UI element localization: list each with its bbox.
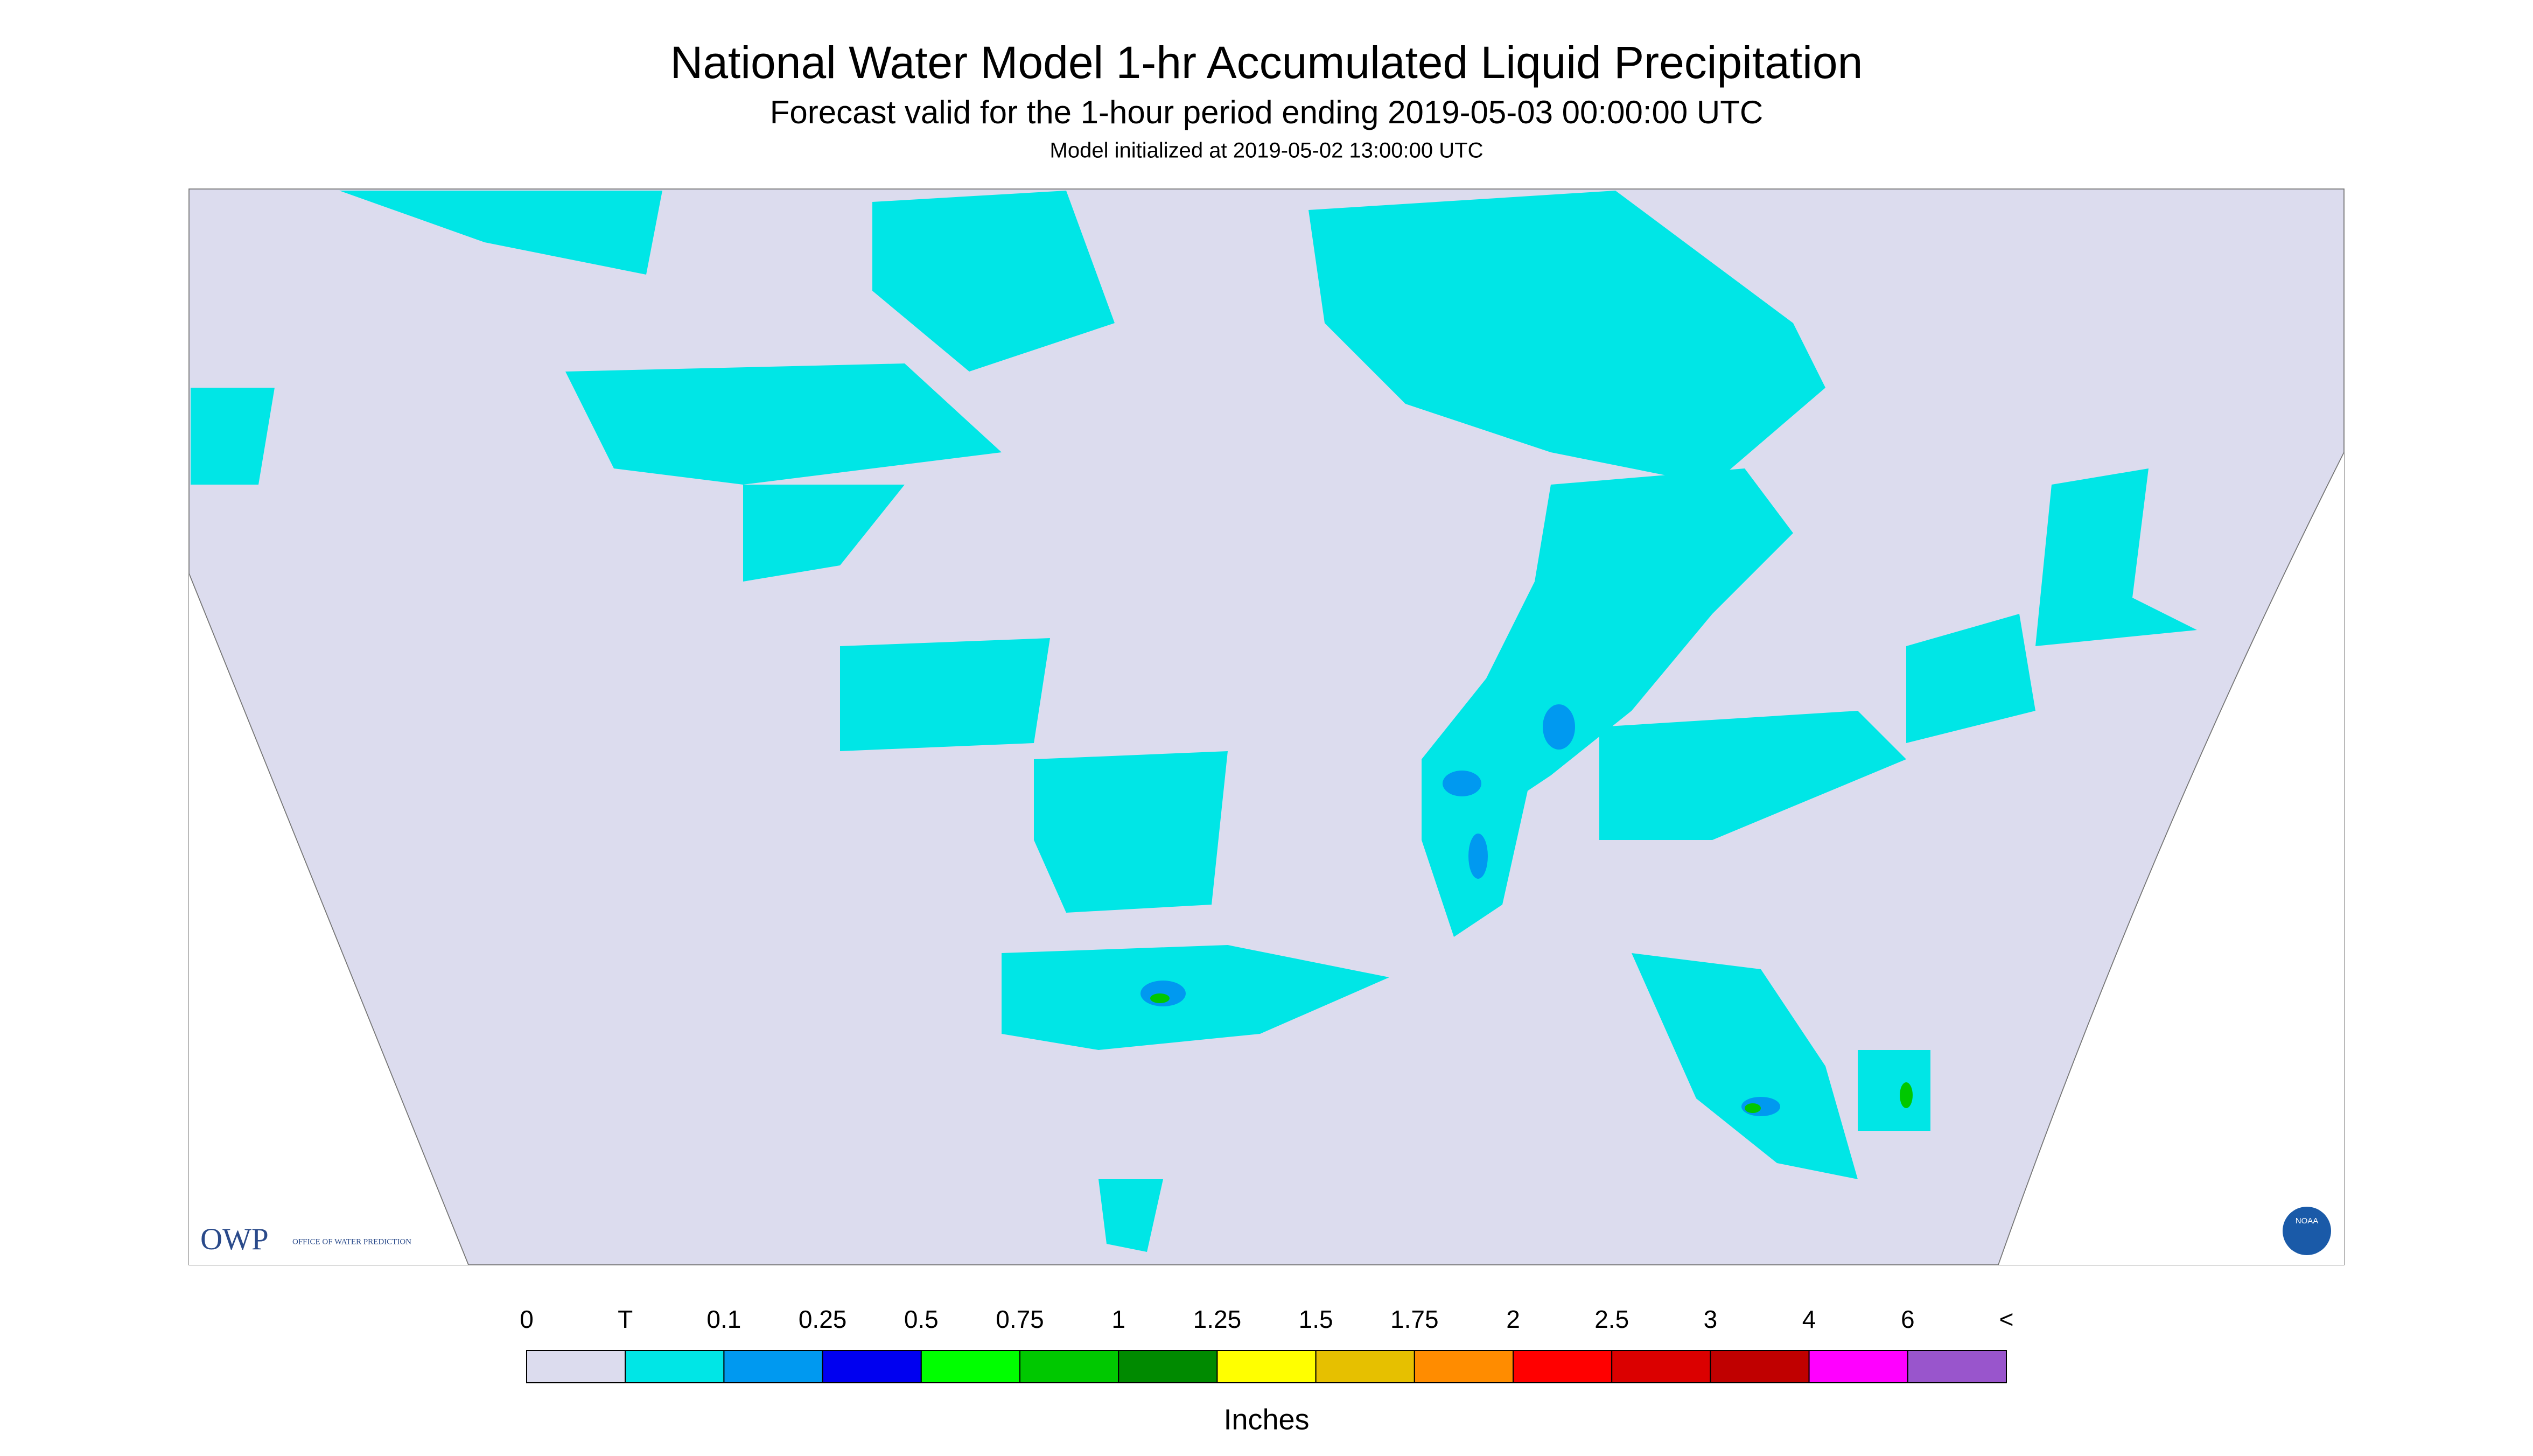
legend-label: 0.25 <box>799 1305 847 1333</box>
legend-label: 1.75 <box>1390 1305 1439 1333</box>
owp-name: OFFICE OF WATER PREDICTION <box>292 1237 411 1246</box>
legend-swatch <box>1907 1350 2007 1383</box>
legend-label: < <box>1999 1305 2014 1333</box>
legend-label: 4 <box>1802 1305 1816 1333</box>
legend-swatch <box>920 1350 1021 1383</box>
map: OWP OFFICE OF WATER PREDICTION NOAA <box>188 188 2345 1265</box>
legend-label: 3 <box>1704 1305 1718 1333</box>
projection-edge <box>1998 452 2344 1265</box>
legend-label: 0 <box>520 1305 534 1333</box>
precip-area <box>840 638 1050 751</box>
noaa-logo <box>2283 1207 2331 1255</box>
legend-unit: Inches <box>1223 1403 1309 1436</box>
legend-label: 1.5 <box>1299 1305 1333 1333</box>
precip-area <box>1098 1179 1163 1252</box>
legend-swatch <box>1216 1350 1317 1383</box>
init-time: Model initialized at 2019-05-02 13:00:00… <box>1050 139 1484 163</box>
legend-label: T <box>618 1305 633 1333</box>
precip-core <box>1140 704 1780 1116</box>
precip-areas <box>191 191 2197 1252</box>
subtitle: Forecast valid for the 1-hour period end… <box>770 94 1763 130</box>
precip-area <box>339 191 662 275</box>
legend-swatch <box>1808 1350 1908 1383</box>
legend-swatch <box>1513 1350 1613 1383</box>
precip-area <box>1599 711 1906 840</box>
legend-swatch <box>625 1350 725 1383</box>
legend-swatch <box>1315 1350 1415 1383</box>
legend-swatch <box>1611 1350 1711 1383</box>
precip-area <box>743 485 905 582</box>
precip-area <box>1906 614 2035 743</box>
noaa-text: NOAA <box>2296 1216 2319 1226</box>
legend-label: 0.75 <box>996 1305 1044 1333</box>
legend-label: 1.25 <box>1193 1305 1242 1333</box>
owp-logo: OWP <box>200 1222 269 1256</box>
legend-swatch <box>1710 1350 1810 1383</box>
title: National Water Model 1-hr Accumulated Li… <box>670 37 1863 88</box>
precip-area <box>1309 191 1825 485</box>
precip-area <box>872 191 1115 372</box>
legend: 0 T 0.1 0.25 0.5 0.75 1 1.25 1.5 1.75 2 2.5 3 4 6 < <box>520 1305 2013 1383</box>
precip-area <box>2035 468 2197 646</box>
legend-swatch <box>526 1350 626 1383</box>
projection-line <box>188 452 2345 1265</box>
precip-area <box>1002 945 1389 1050</box>
precip-area <box>1858 1050 1930 1131</box>
legend-swatch <box>822 1350 922 1383</box>
precip-area <box>191 388 275 485</box>
legend-label: 0.5 <box>904 1305 939 1333</box>
precip-core <box>1150 993 1913 1113</box>
legend-label: 6 <box>1901 1305 1915 1333</box>
legend-swatch <box>1118 1350 1218 1383</box>
precip-area <box>1632 953 1858 1179</box>
legend-label: 0.1 <box>706 1305 741 1333</box>
legend-swatch <box>1019 1350 1119 1383</box>
legend-label: 1 <box>1111 1305 1125 1333</box>
legend-label: 2 <box>1506 1305 1520 1333</box>
legend-label: 2.5 <box>1594 1305 1629 1333</box>
precip-area <box>565 363 1002 485</box>
legend-swatch <box>723 1350 823 1383</box>
legend-swatch <box>1414 1350 1514 1383</box>
precip-area <box>1422 468 1793 840</box>
map-frame <box>188 188 2345 1265</box>
precip-area <box>1034 751 1228 913</box>
